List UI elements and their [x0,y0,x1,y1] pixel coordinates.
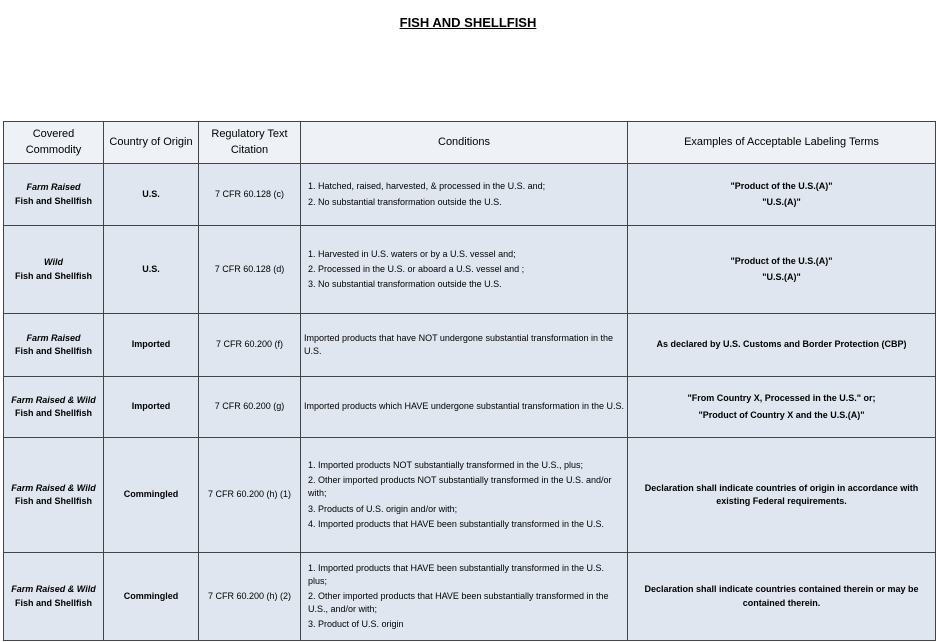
origin-cell: U.S. [103,225,199,314]
commodity-text: Fish and Shellfish [14,496,92,506]
condition-text: 3. No substantial transformation outside… [308,279,502,290]
origin-cell: Commingled [103,437,199,553]
example-text: "U.S.(A)" [762,197,801,207]
condition-text: Imported products which HAVE undergone s… [304,401,625,412]
origin-cell: U.S. [103,163,199,226]
condition-text: 2. Other imported products that HAVE bee… [308,590,609,615]
example-text: "Product of the U.S.(A)" [730,255,833,266]
condition-text: 3. Products of U.S. origin and/or with; [308,503,458,514]
commodity-text: Farm Raised [26,182,81,193]
column-header: Covered Commodity [3,121,104,164]
examples-cell: "Product of the U.S.(A)" "U.S.(A)" [627,163,936,226]
table-row: Farm Raised & Wild Fish and Shellfish Comm… [3,552,936,641]
commodity-text: Fish and Shellfish [14,270,92,281]
citation-cell: 7 CFR 60.200 (h) (1) [198,437,301,553]
examples-cell: "Product of the U.S.(A)" "U.S.(A)" [627,225,936,314]
table-row: Farm Raised & Wild Fish and Shellfish Comm… [3,437,936,553]
condition-text: 2. Other imported products NOT substanti… [308,475,612,499]
condition-text: Imported products that have NOT undergon… [304,332,614,356]
commodity-text: Farm Raised & Wild [11,584,96,595]
citation-cell: 7 CFR 60.128 (c) [198,163,301,226]
commodity-text: Fish and Shellfish [14,597,92,608]
commodity-text: Fish and Shellfish [14,346,92,356]
table-row: Farm Raised Fish and Shellfish U.S. 7 CFR 6… [3,163,936,226]
origin-cell: Commingled [103,552,199,641]
commodity-cell: Farm Raised & Wild Fish and Shellfish [3,437,104,553]
column-header: Conditions [300,121,628,164]
example-text: "Product of Country X and the U.S.(A)" [698,409,865,420]
example-text: As declared by U.S. Customs and Border P… [656,339,907,350]
origin-cell: Imported [103,313,199,377]
commodity-text: Fish and Shellfish [14,195,92,206]
citation-cell: 7 CFR 60.200 (f) [198,313,301,377]
labeling-table: Covered Commodity Country of Origin Regula… [3,121,936,641]
conditions-cell: 1. Harvested in U.S. waters or by a U.S.… [300,225,628,314]
condition-text: 2. No substantial transformation outside… [308,196,502,207]
examples-cell: "From Country X, Processed in the U.S." … [627,376,936,438]
conditions-cell: Imported products which HAVE undergone s… [300,376,628,438]
citation-cell: 7 CFR 60.200 (g) [198,376,301,438]
commodity-cell: Farm Raised & Wild Fish and Shellfish [3,376,104,438]
examples-cell: Declaration shall indicate countries of … [627,437,936,553]
example-text: Declaration shall indicate countries con… [644,584,919,608]
condition-text: 1. Harvested in U.S. waters or by a U.S.… [308,248,516,259]
column-header: Country of Origin [103,121,199,164]
origin-cell: Imported [103,376,199,438]
condition-text: 1. Hatched, raised, harvested, & process… [308,181,546,192]
citation-cell: 7 CFR 60.200 (h) (2) [198,552,301,641]
commodity-cell: Farm Raised Fish and Shellfish [3,163,104,226]
conditions-cell: 1. Imported products NOT substantially t… [300,437,628,553]
example-text: "From Country X, Processed in the U.S." … [687,393,876,404]
table-row: Farm Raised & Wild Fish and Shellfish Impo… [3,376,936,438]
column-header: Examples of Acceptable Labeling Terms [627,121,936,164]
condition-text: 1. Imported products NOT substantially t… [308,460,583,471]
example-text: Declaration shall indicate countries of … [644,482,919,506]
commodity-text: Farm Raised [26,332,81,343]
condition-text: 1. Imported products that HAVE been subs… [308,562,604,586]
condition-text: 4. Imported products that HAVE been subs… [308,518,604,529]
header-row: Covered Commodity Country of Origin Regula… [3,121,936,164]
conditions-cell: Imported products that have NOT undergon… [300,313,628,377]
commodity-cell: Farm Raised & Wild Fish and Shellfish [3,552,104,641]
examples-cell: Declaration shall indicate countries con… [627,552,936,641]
conditions-cell: 1. Hatched, raised, harvested, & process… [300,163,628,226]
conditions-cell: 1. Imported products that HAVE been subs… [300,552,628,641]
examples-cell: As declared by U.S. Customs and Border P… [627,313,936,377]
commodity-text: Farm Raised & Wild [11,482,96,493]
example-text: "Product of the U.S.(A)" [730,180,833,191]
citation-cell: 7 CFR 60.128 (d) [198,225,301,314]
column-header: Regulatory Text Citation [198,121,301,164]
example-text: "U.S.(A)" [762,272,801,282]
table-row: Wild Fish and Shellfish U.S. 7 CFR 60.128 (… [3,225,936,314]
commodity-text: Wild [44,257,63,268]
condition-text: 2. Processed in the U.S. or aboard a U.S… [308,263,525,274]
commodity-text: Fish and Shellfish [14,408,92,418]
commodity-text: Farm Raised & Wild [11,394,96,405]
page-title: FISH AND SHELLFISH [399,15,537,30]
condition-text: 3. Product of U.S. origin [308,619,404,630]
table-row: Farm Raised Fish and Shellfish Imported 7 C… [3,313,936,377]
commodity-cell: Farm Raised Fish and Shellfish [3,313,104,377]
commodity-cell: Wild Fish and Shellfish [3,225,104,314]
